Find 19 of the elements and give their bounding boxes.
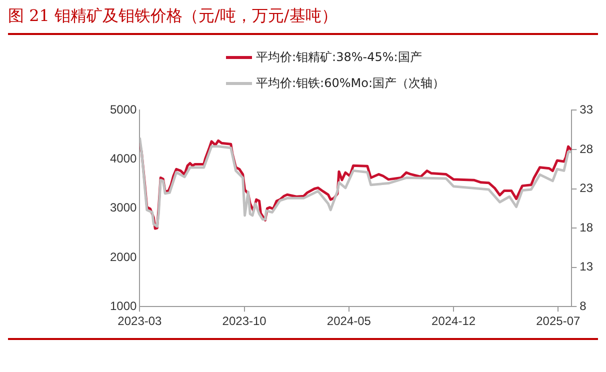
legend-label: 平均价:钼铁:60%Mo:国产（次轴） [256, 75, 444, 92]
y2-tick-label: 28 [580, 142, 594, 156]
x-tick-label: 2025-07 [536, 314, 580, 328]
y-tick-label: 3000 [110, 200, 138, 215]
y-tick-label: 4000 [110, 152, 138, 166]
x-tick-label: 2023-10 [222, 314, 267, 328]
x-tick-label: 2024-12 [432, 314, 476, 328]
legend-label: 平均价:钼精矿:38%-45%:国产 [256, 49, 422, 66]
y2-tick-label: 33 [580, 102, 594, 117]
y-tick-label: 1000 [110, 298, 138, 313]
y2-tick-label: 23 [580, 181, 594, 196]
y2-tick-label: 13 [580, 260, 594, 274]
y2-tick-label: 8 [580, 298, 587, 313]
y-tick-label: 2000 [110, 250, 138, 264]
chart-title: 图 21 钼精矿及钼铁价格（元/吨，万元/基吨） [8, 6, 338, 27]
x-tick-label: 2023-03 [118, 314, 162, 328]
y2-tick-label: 18 [580, 220, 594, 234]
y-tick-label: 5000 [110, 102, 138, 117]
x-tick-label: 2024-05 [326, 314, 372, 328]
